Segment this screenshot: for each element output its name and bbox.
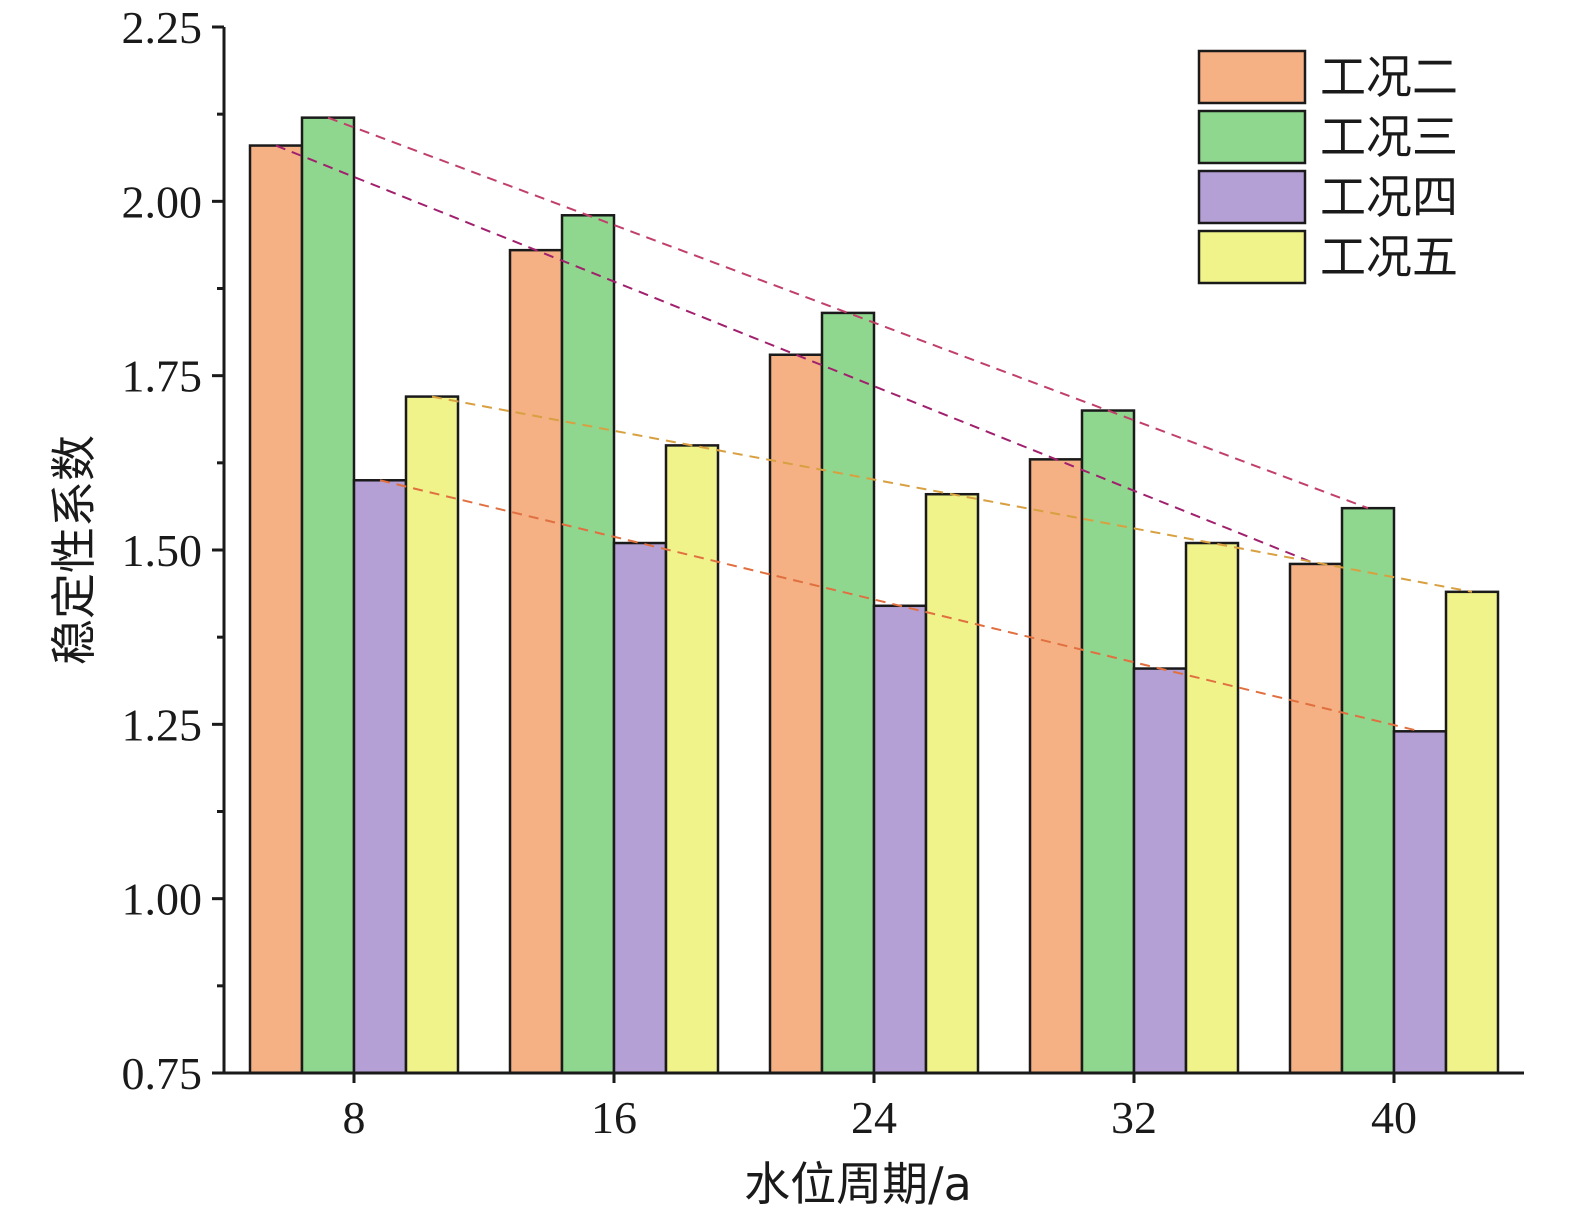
bar-工况二-32 xyxy=(1028,458,1084,1075)
legend-label: 工况四 xyxy=(1320,170,1458,224)
trend-line-工况四 xyxy=(379,479,1421,733)
y-tick-label: 0.75 xyxy=(122,1048,203,1099)
legend-swatch xyxy=(1197,109,1307,165)
bar-工况三-32 xyxy=(1080,409,1136,1075)
bar-工况三-8 xyxy=(300,116,356,1075)
x-tick-label: 40 xyxy=(1371,1092,1417,1143)
y-tick-label: 1.25 xyxy=(122,699,203,750)
legend-label: 工况三 xyxy=(1320,110,1458,164)
legend-label: 工况五 xyxy=(1320,230,1458,284)
bar-工况五-40 xyxy=(1444,590,1500,1075)
bar-工况四-32 xyxy=(1132,667,1188,1075)
bar-工况四-16 xyxy=(612,541,668,1075)
x-tick-label: 8 xyxy=(343,1092,366,1143)
y-tick-label: 1.50 xyxy=(122,525,203,576)
bar-工况五-16 xyxy=(664,444,720,1075)
legend-swatch xyxy=(1197,229,1307,285)
trend-line-工况三 xyxy=(327,116,1369,510)
legend-swatch xyxy=(1197,49,1307,105)
x-tick-label: 32 xyxy=(1111,1092,1157,1143)
y-tick-label: 2.25 xyxy=(122,2,203,53)
x-axis-title: 水位周期/a xyxy=(744,1157,972,1211)
y-tick-label: 2.00 xyxy=(122,176,203,227)
y-axis-title: 稳定性系数 xyxy=(47,435,101,665)
legend-label: 工况二 xyxy=(1320,50,1458,104)
bar-工况四-40 xyxy=(1392,730,1448,1075)
bar-工况四-8 xyxy=(352,479,408,1075)
trend-lines-layer xyxy=(275,116,1473,733)
y-ticks-layer: 0.75 1.00 1.25 1.50 1.75 2.00 2.25 xyxy=(122,2,224,1099)
bar-工况四-24 xyxy=(872,604,928,1075)
bar-工况五-32 xyxy=(1184,541,1240,1075)
bar-工况五-24 xyxy=(924,492,980,1075)
x-ticks-layer: 8 16 24 32 40 xyxy=(343,1073,1417,1143)
bar-工况二-40 xyxy=(1288,562,1344,1075)
bar-工况二-8 xyxy=(248,144,304,1075)
bar-工况三-40 xyxy=(1340,506,1396,1075)
y-tick-label: 1.75 xyxy=(122,351,203,402)
bar-工况三-16 xyxy=(560,214,616,1075)
bar-工况二-24 xyxy=(768,353,824,1075)
x-tick-label: 16 xyxy=(591,1092,637,1143)
bar-工况五-8 xyxy=(404,395,460,1075)
bar-工况二-16 xyxy=(508,248,564,1075)
bars-layer xyxy=(248,116,1500,1075)
y-tick-label: 1.00 xyxy=(122,874,203,925)
bar-工况三-24 xyxy=(820,311,876,1075)
trend-line-工况五 xyxy=(431,395,1473,593)
x-tick-label: 24 xyxy=(851,1092,897,1143)
legend-swatch xyxy=(1197,169,1307,225)
